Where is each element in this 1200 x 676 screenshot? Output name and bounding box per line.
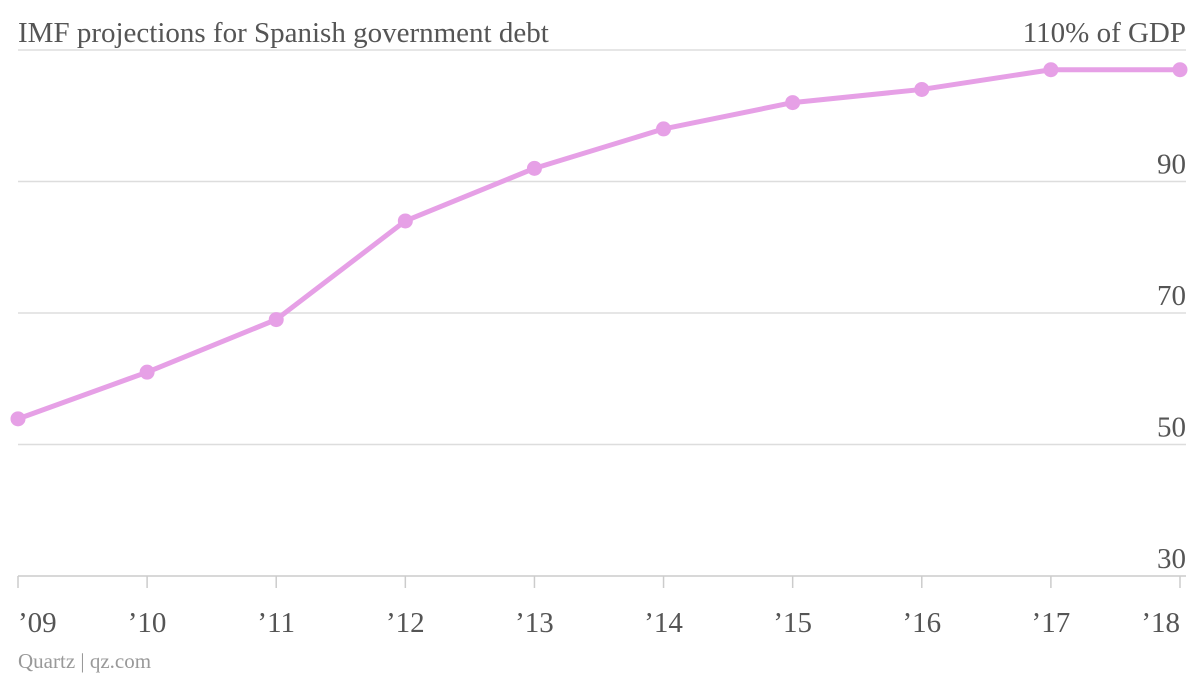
data-point-3 <box>397 213 413 229</box>
data-point-5 <box>656 121 672 137</box>
data-point-8 <box>1043 62 1059 78</box>
y-tick-label-90: 90 <box>1157 149 1186 181</box>
y-tick-label-70: 70 <box>1157 280 1186 312</box>
data-point-4 <box>526 160 542 176</box>
y-tick-label-110: 110% of GDP <box>1023 17 1186 49</box>
y-tick-label-30: 30 <box>1157 543 1186 575</box>
x-tick-label-6: ’15 <box>773 607 812 639</box>
x-tick-label-1: ’10 <box>128 607 167 639</box>
data-point-0 <box>10 411 26 427</box>
data-point-9 <box>1172 62 1188 78</box>
gridlines <box>18 49 1186 577</box>
chart-title: IMF projections for Spanish government d… <box>18 17 549 49</box>
x-tick-label-2: ’11 <box>257 607 295 639</box>
y-tick-label-50: 50 <box>1157 412 1186 444</box>
x-tick-label-4: ’13 <box>515 607 554 639</box>
source-credit: Quartz | qz.com <box>18 649 151 673</box>
x-tick-label-9: ’18 <box>1141 607 1180 639</box>
x-tick-label-5: ’14 <box>644 607 683 639</box>
data-point-1 <box>139 364 155 380</box>
x-tick-label-0: ’09 <box>18 607 57 639</box>
series-debt <box>10 62 1188 427</box>
data-point-6 <box>785 95 801 111</box>
data-point-7 <box>914 81 930 97</box>
y-axis-tick-labels: 30 50 70 90 110% of GDP <box>1023 17 1186 575</box>
data-point-2 <box>268 312 284 328</box>
x-axis-tick-labels: ’09 ’10 ’11 ’12 ’13 ’14 ’15 ’16 ’17 ’18 <box>18 607 1180 639</box>
x-tick-label-3: ’12 <box>386 607 425 639</box>
series-line-0 <box>15 67 1183 422</box>
x-tick-label-7: ’16 <box>902 607 941 639</box>
x-axis-ticks <box>17 576 1181 588</box>
x-tick-label-8: ’17 <box>1032 607 1071 639</box>
